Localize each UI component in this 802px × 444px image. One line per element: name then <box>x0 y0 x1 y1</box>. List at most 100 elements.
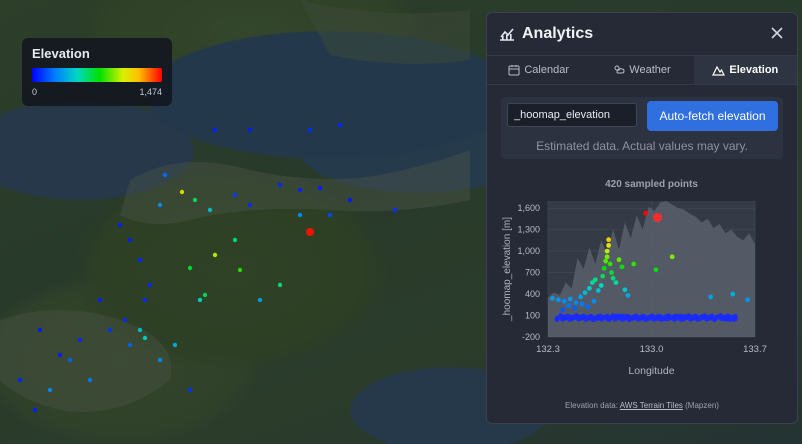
map-data-point <box>127 237 133 243</box>
mountain-icon <box>712 65 726 76</box>
y-tick-label: 1,300 <box>517 225 540 235</box>
panel-title: Analytics <box>522 25 594 42</box>
map-data-point <box>197 297 203 303</box>
data-point <box>606 237 612 243</box>
data-point <box>644 315 650 320</box>
data-point <box>704 315 709 321</box>
tab-calendar[interactable]: Calendar <box>487 56 591 84</box>
data-point <box>610 313 616 318</box>
data-point-max <box>652 212 662 222</box>
tab-label: Elevation <box>729 64 779 76</box>
legend-color-ramp <box>32 68 162 82</box>
elevation-scatter-svg: 420 sampled points -200 100 400 700 1,000 1,30… <box>502 179 767 377</box>
data-point <box>573 300 579 306</box>
data-point <box>555 297 561 303</box>
data-point <box>550 295 555 301</box>
map-data-point <box>306 228 314 236</box>
weather-icon <box>614 65 625 74</box>
map-data-point <box>392 207 398 213</box>
map-data-point <box>37 327 43 333</box>
data-point <box>559 317 565 322</box>
land-area <box>300 0 470 64</box>
data-point <box>650 316 655 321</box>
map-data-point <box>57 352 63 358</box>
estimate-note: Estimated data. Actual values may vary. <box>536 139 748 153</box>
map-data-point <box>207 207 213 213</box>
data-point <box>579 301 585 307</box>
legend-max-label: 1,474 <box>139 87 162 97</box>
auto-fetch-elevation-button[interactable]: Auto-fetch elevation <box>647 101 778 131</box>
data-point <box>684 314 690 319</box>
legend-ticks: 0 1,474 <box>32 87 162 97</box>
map-data-point <box>192 197 198 203</box>
map-data-point <box>122 317 128 323</box>
map-data-point <box>327 212 333 218</box>
data-point <box>631 261 637 267</box>
y-tick-label: 1,600 <box>517 203 540 213</box>
legend-min-label: 0 <box>32 87 38 97</box>
y-tick-label: 700 <box>525 268 540 278</box>
tab-elevation[interactable]: Elevation <box>693 56 797 84</box>
data-point <box>604 248 610 254</box>
y-tick-label: 400 <box>525 289 540 299</box>
map-data-point <box>127 342 133 348</box>
terrain-profile-area <box>548 201 755 337</box>
urban-area <box>0 310 172 412</box>
data-point <box>605 316 610 322</box>
map-data-point <box>232 192 238 198</box>
data-point <box>622 287 628 293</box>
y-tick-label: 100 <box>525 311 540 321</box>
map-data-point <box>142 335 148 341</box>
data-point <box>603 258 609 264</box>
analytics-icon <box>500 28 514 41</box>
close-icon[interactable] <box>769 25 785 41</box>
y-tick-label: -200 <box>522 332 540 342</box>
map-data-point <box>212 252 218 258</box>
data-point <box>567 296 573 302</box>
data-point <box>718 316 724 321</box>
data-point <box>624 313 630 319</box>
data-point <box>595 288 601 293</box>
data-point <box>724 317 729 322</box>
data-point <box>592 277 598 283</box>
map-data-point <box>247 127 253 133</box>
data-point <box>589 280 595 285</box>
data-point <box>679 317 684 323</box>
attribution-suffix: (Mapzen) <box>685 401 719 410</box>
data-point <box>691 314 697 319</box>
map-data-point <box>142 297 148 303</box>
map-data-point <box>317 185 323 191</box>
data-point <box>671 317 677 322</box>
y-tick-label: 1,000 <box>517 246 540 256</box>
data-point <box>570 314 576 320</box>
map-data-point <box>87 377 93 383</box>
map-data-point <box>247 202 253 208</box>
data-point <box>730 291 736 297</box>
data-point <box>609 270 614 275</box>
field-name-input[interactable] <box>507 103 637 127</box>
map-data-point <box>162 172 168 178</box>
map-data-point <box>157 202 163 208</box>
map-data-point <box>17 377 23 383</box>
data-point <box>711 315 717 321</box>
data-point <box>607 261 613 267</box>
data-point <box>619 264 625 270</box>
map-data-point <box>107 327 113 333</box>
data-attribution: Elevation data: AWS Terrain Tiles (Mapze… <box>487 401 797 410</box>
data-point <box>697 315 702 320</box>
data-point <box>572 305 578 311</box>
data-point <box>578 314 583 320</box>
x-tick-label: 133.0 <box>640 344 664 355</box>
urban-area <box>120 150 470 224</box>
data-point <box>554 316 560 321</box>
data-point <box>598 283 604 288</box>
terrain-tiles-link[interactable]: AWS Terrain Tiles <box>619 401 683 410</box>
map-data-point <box>32 407 38 413</box>
map-data-point <box>257 297 263 303</box>
data-point <box>600 273 606 279</box>
data-point <box>583 315 589 321</box>
data-point <box>625 293 631 298</box>
tab-weather[interactable]: Weather <box>590 56 694 84</box>
analytics-panel: Analytics Calendar Weather E <box>486 12 798 424</box>
data-point <box>630 314 635 320</box>
